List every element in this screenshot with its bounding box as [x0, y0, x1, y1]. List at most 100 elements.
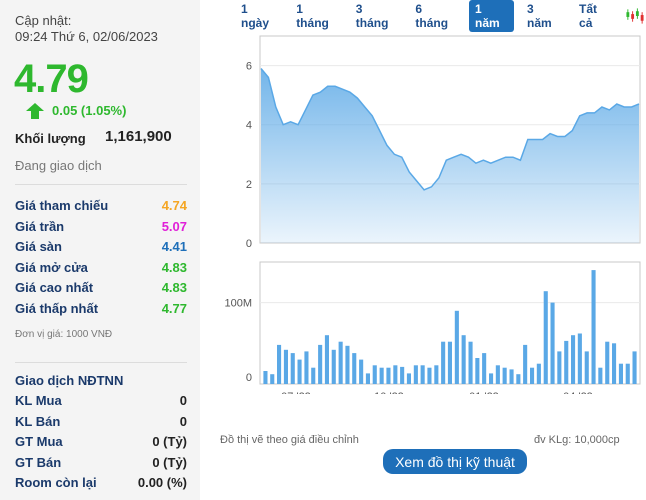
price-change: 0.05 (1.05%) — [26, 103, 126, 119]
foreign-row: Room còn lại 0.00 (%) — [15, 472, 187, 492]
volume-bar — [263, 371, 268, 384]
volume-bar — [475, 358, 480, 384]
adjusted-price-note: Đồ thị vẽ theo giá điều chỉnh — [220, 434, 359, 446]
volume-bar — [359, 359, 364, 384]
volume-bar — [625, 363, 630, 384]
volume-y-tick: 100M — [224, 298, 252, 310]
foreign-row-label: KL Bán — [15, 413, 61, 429]
volume-bar — [632, 351, 637, 384]
tab-range[interactable]: 3 tháng — [355, 2, 389, 30]
arrow-up-icon — [26, 103, 44, 119]
candlestick-chart-icon[interactable] — [625, 7, 646, 25]
volume-bar — [277, 344, 282, 384]
foreign-row-label: KL Mua — [15, 392, 62, 408]
volume-bar — [331, 349, 336, 384]
volume-bar — [441, 341, 446, 384]
foreign-row-label: GT Bán — [15, 454, 62, 470]
tab-range[interactable]: 1 tháng — [296, 2, 329, 30]
price-area — [261, 68, 639, 243]
price-volume-chart: 0 2 4 6 100M 0 07 '22 10 '22 01 '23 04 '23 — [224, 35, 641, 394]
price-unit-note: Đơn vị giá: 1000 VNĐ — [15, 329, 113, 340]
volume-bar — [365, 373, 370, 384]
volume-bar — [318, 344, 323, 384]
volume-bar — [461, 335, 466, 384]
price-row-label: Giá trần — [15, 218, 65, 234]
price-row-value: 4.74 — [161, 197, 187, 213]
volume-bar — [489, 373, 494, 384]
foreign-row-label: GT Mua — [15, 433, 63, 449]
volume-bar — [406, 373, 411, 384]
x-axis-tick: 10 '22 — [374, 391, 404, 394]
volume-bar — [297, 359, 302, 384]
price-y-tick: 0 — [246, 238, 252, 250]
volume-bar — [311, 367, 316, 384]
foreign-row: GT Bán 0 (Tỷ) — [15, 452, 187, 472]
volume-bar — [304, 351, 309, 384]
tab-range[interactable]: 1 ngày — [241, 2, 270, 30]
volume-unit-note: đv KLg: 10,000cp — [534, 434, 620, 446]
foreign-row: KL Mua 0 — [15, 390, 187, 410]
price-row: Giá mở cửa 4.83 — [15, 257, 187, 277]
volume-bar — [495, 365, 500, 384]
volume-bar — [557, 351, 562, 384]
stock-summary-panel: Cập nhật: 09:24 Thứ 6, 02/06/2023 4.79 0… — [0, 0, 200, 500]
volume-bar — [372, 365, 377, 384]
trading-status: Đang giao dịch — [15, 158, 102, 173]
foreign-row-value: 0 — [179, 392, 187, 408]
volume-bar — [413, 365, 418, 384]
price-row: Giá trần 5.07 — [15, 216, 187, 236]
volume-bar — [605, 341, 610, 384]
foreign-row: KL Bán 0 — [15, 411, 187, 431]
x-axis-tick: 07 '22 — [281, 391, 311, 394]
volume-bar — [345, 345, 350, 384]
volume-bar — [482, 353, 487, 384]
volume-bar — [550, 302, 555, 384]
tab-range[interactable]: Tất cả — [579, 2, 598, 30]
range-tabs: 1 ngày 1 tháng 3 tháng 6 tháng 1 năm 3 năm Tất… — [235, 0, 646, 32]
volume-bar — [509, 369, 514, 384]
divider — [15, 362, 187, 363]
price-row-value: 4.41 — [161, 238, 187, 254]
volume-value: 1,161,900 — [105, 128, 172, 145]
update-label: Cập nhật: — [15, 13, 72, 28]
foreign-row-value: 0 (Tỷ) — [152, 454, 187, 470]
price-row: Giá cao nhất 4.83 — [15, 277, 187, 297]
price-row-label: Giá cao nhất — [15, 279, 94, 295]
divider — [15, 184, 187, 185]
volume-bar — [393, 365, 398, 384]
tab-range[interactable]: 1 năm — [469, 0, 515, 32]
volume-bar — [598, 367, 603, 384]
foreign-row: GT Mua 0 (Tỷ) — [15, 431, 187, 451]
price-row-label: Giá thấp nhất — [15, 300, 99, 316]
price-line — [260, 68, 640, 191]
volume-bar — [577, 333, 582, 384]
x-axis-tick: 01 '23 — [469, 391, 499, 394]
price-row: Giá thấp nhất 4.77 — [15, 298, 187, 318]
foreign-trading-title: Giao dịch NĐTNN — [15, 373, 124, 388]
price-row-label: Giá sàn — [15, 238, 62, 254]
volume-bar — [618, 363, 623, 384]
volume-bar — [591, 270, 596, 384]
volume-bar — [352, 353, 357, 384]
volume-label: Khối lượng — [15, 131, 86, 146]
x-axis-tick: 04 '23 — [563, 391, 593, 394]
tab-range[interactable]: 6 tháng — [415, 2, 449, 30]
volume-bar — [530, 367, 535, 384]
volume-bar — [386, 367, 391, 384]
price-y-tick: 4 — [246, 120, 252, 132]
volume-bar — [564, 340, 569, 384]
volume-y-tick-zero: 0 — [246, 372, 252, 384]
volume-bar — [427, 367, 432, 384]
current-price: 4.79 — [14, 57, 89, 101]
volume-bar — [502, 367, 507, 384]
volume-bar — [612, 343, 617, 384]
technical-chart-button[interactable]: Xem đồ thị kỹ thuật — [383, 449, 527, 474]
tab-range[interactable]: 3 năm — [527, 2, 552, 30]
foreign-row-value: 0 (Tỷ) — [152, 433, 187, 449]
chart-panel: 1 ngày 1 tháng 3 tháng 6 tháng 1 năm 3 năm Tất… — [200, 0, 646, 500]
price-row-value: 4.83 — [161, 279, 187, 295]
volume-bar — [468, 341, 473, 384]
volume-bar — [571, 335, 576, 384]
volume-bar — [543, 291, 548, 384]
update-time: 09:24 Thứ 6, 02/06/2023 — [15, 29, 158, 44]
